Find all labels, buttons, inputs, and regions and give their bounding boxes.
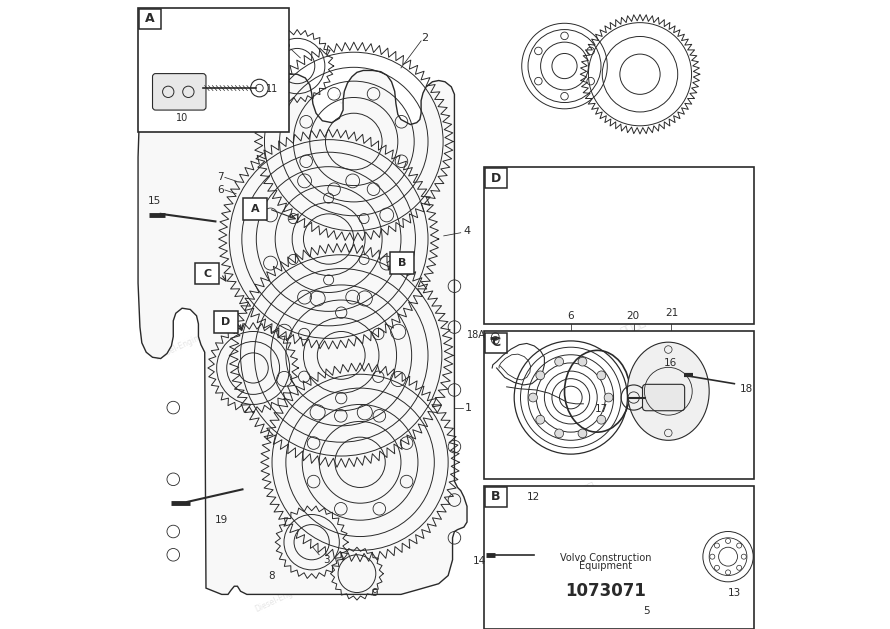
- Text: 16: 16: [664, 358, 676, 368]
- Text: Diesel-Engines: Diesel-Engines: [606, 355, 661, 387]
- Text: C: C: [203, 269, 211, 279]
- Text: B: B: [398, 258, 407, 268]
- Text: 1073071: 1073071: [565, 582, 646, 600]
- FancyBboxPatch shape: [391, 252, 414, 274]
- Circle shape: [597, 415, 606, 424]
- Text: 1: 1: [465, 403, 472, 413]
- Text: Diesel-Engines: Diesel-Engines: [530, 204, 586, 237]
- Text: 5: 5: [283, 40, 290, 50]
- Text: 紧发动力: 紧发动力: [381, 191, 409, 211]
- Text: Diesel-Engines: Diesel-Engines: [292, 355, 347, 387]
- Text: 13: 13: [728, 587, 741, 598]
- Text: 紧发动力: 紧发动力: [695, 210, 724, 230]
- Ellipse shape: [627, 342, 709, 440]
- Text: Diesel-Engines: Diesel-Engines: [323, 122, 378, 155]
- Text: 紧发动力: 紧发动力: [166, 292, 195, 312]
- Text: Diesel-Engines: Diesel-Engines: [216, 481, 271, 513]
- Text: Diesel-Engines: Diesel-Engines: [367, 229, 422, 262]
- FancyBboxPatch shape: [152, 74, 206, 110]
- Text: 18A: 18A: [467, 330, 486, 340]
- Circle shape: [554, 429, 563, 438]
- FancyBboxPatch shape: [140, 9, 161, 29]
- Text: 15: 15: [148, 196, 161, 206]
- Text: 紧发动力: 紧发动力: [570, 481, 597, 501]
- Text: 8: 8: [269, 571, 275, 581]
- Text: 17: 17: [595, 404, 608, 414]
- Text: 18: 18: [740, 384, 753, 394]
- Text: 21: 21: [665, 308, 678, 318]
- FancyBboxPatch shape: [195, 263, 219, 284]
- Text: Volvo Construction: Volvo Construction: [560, 553, 651, 563]
- Text: Equipment: Equipment: [578, 561, 632, 571]
- Text: 7: 7: [217, 172, 223, 182]
- Circle shape: [604, 393, 613, 402]
- Circle shape: [536, 371, 545, 380]
- Polygon shape: [138, 70, 467, 594]
- Text: 20: 20: [626, 311, 639, 321]
- Circle shape: [529, 393, 538, 402]
- Bar: [484, 331, 755, 479]
- Text: 紧发动力: 紧发动力: [305, 317, 334, 337]
- Text: 6: 6: [568, 311, 574, 321]
- Circle shape: [578, 429, 587, 438]
- FancyBboxPatch shape: [643, 384, 684, 411]
- Text: 紧发动力: 紧发动力: [192, 166, 220, 186]
- Text: 紧发动力: 紧发动力: [544, 166, 572, 186]
- Text: Diesel-Engines: Diesel-Engines: [178, 204, 233, 237]
- Bar: [484, 486, 755, 629]
- Text: 19: 19: [215, 515, 229, 525]
- Text: 2: 2: [421, 33, 428, 43]
- Text: 14: 14: [473, 556, 486, 566]
- FancyBboxPatch shape: [243, 198, 267, 220]
- FancyBboxPatch shape: [485, 333, 506, 353]
- Text: Diesel-Engines: Diesel-Engines: [153, 330, 208, 362]
- FancyBboxPatch shape: [214, 311, 238, 333]
- Text: 11: 11: [266, 84, 278, 94]
- Text: 9: 9: [371, 588, 378, 598]
- Circle shape: [597, 371, 606, 380]
- Text: D: D: [222, 317, 231, 327]
- Text: 紧发动力: 紧发动力: [619, 317, 648, 337]
- Text: 5: 5: [643, 606, 650, 616]
- Text: 3: 3: [323, 555, 330, 565]
- FancyBboxPatch shape: [485, 168, 506, 188]
- Text: 紧发动力: 紧发动力: [230, 443, 258, 463]
- Text: D: D: [490, 172, 501, 184]
- Text: 紧发动力: 紧发动力: [336, 84, 365, 104]
- Text: A: A: [145, 13, 155, 25]
- Text: Diesel-Engines: Diesel-Engines: [682, 248, 737, 281]
- Circle shape: [536, 415, 545, 424]
- Text: 10: 10: [176, 113, 188, 123]
- Text: 6: 6: [217, 185, 223, 195]
- Text: 4: 4: [464, 226, 471, 237]
- Circle shape: [554, 357, 563, 366]
- Text: 紧发动力: 紧发动力: [267, 543, 295, 564]
- Text: B: B: [491, 491, 501, 503]
- FancyBboxPatch shape: [485, 487, 506, 507]
- Text: 12: 12: [527, 492, 539, 502]
- Text: Diesel-Engines: Diesel-Engines: [556, 518, 611, 551]
- Bar: [138, 8, 289, 132]
- Text: C: C: [491, 337, 500, 349]
- Text: A: A: [251, 204, 259, 214]
- Bar: [484, 167, 755, 324]
- Circle shape: [578, 357, 587, 366]
- Text: Diesel-Engines: Diesel-Engines: [254, 581, 309, 614]
